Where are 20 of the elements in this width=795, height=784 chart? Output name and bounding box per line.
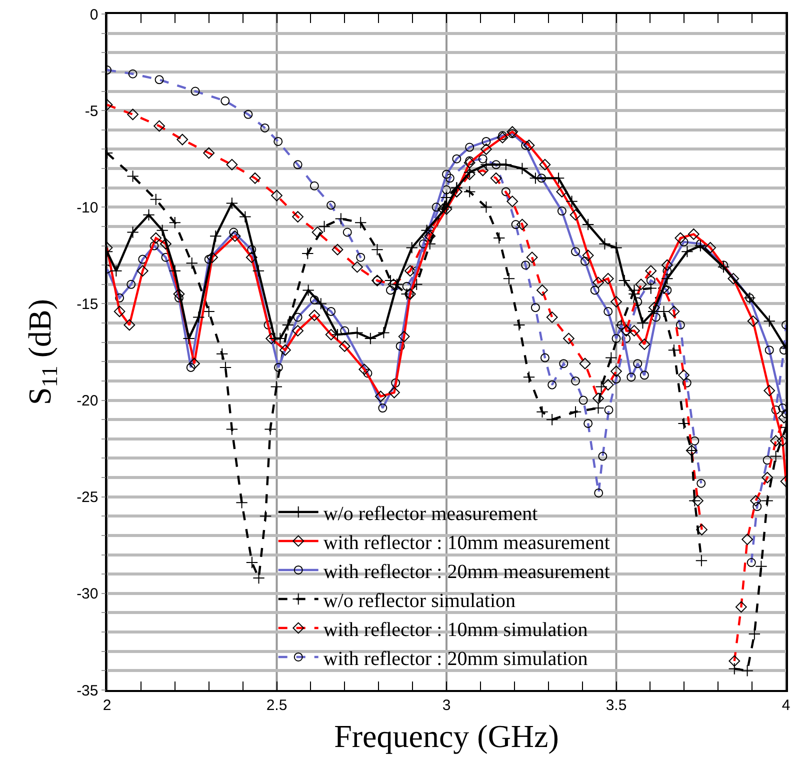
x-tick-label: 2: [102, 696, 112, 714]
x-tick-label: 3.5: [606, 696, 627, 714]
y-tick-label: -10: [76, 199, 98, 216]
legend-label: w/o reflector simulation: [323, 590, 516, 612]
y-tick-label: -25: [76, 489, 98, 506]
x-tick-label: 3: [442, 696, 451, 714]
legend-label: with reflector : 20mm measurement: [323, 560, 610, 583]
legend-label: with reflector : 20mm simulation: [323, 648, 588, 670]
x-axis-title: Frequency (GHz): [334, 718, 559, 754]
x-tick-label: 2.5: [266, 696, 288, 714]
y-tick-label: -5: [84, 102, 98, 120]
y-tick-label: -20: [76, 392, 98, 410]
y-tick-label: -35: [76, 682, 98, 700]
y-tick-label: -30: [76, 586, 98, 603]
y-tick-label: -15: [76, 296, 98, 313]
x-tick-label: 4: [782, 696, 790, 714]
legend-label: w/o reflector measurement: [323, 502, 538, 525]
y-tick-label: 0: [90, 6, 98, 24]
legend-label: with reflector : 10mm measurement: [323, 532, 610, 554]
legend-label: with reflector : 10mm simulation: [323, 618, 588, 641]
